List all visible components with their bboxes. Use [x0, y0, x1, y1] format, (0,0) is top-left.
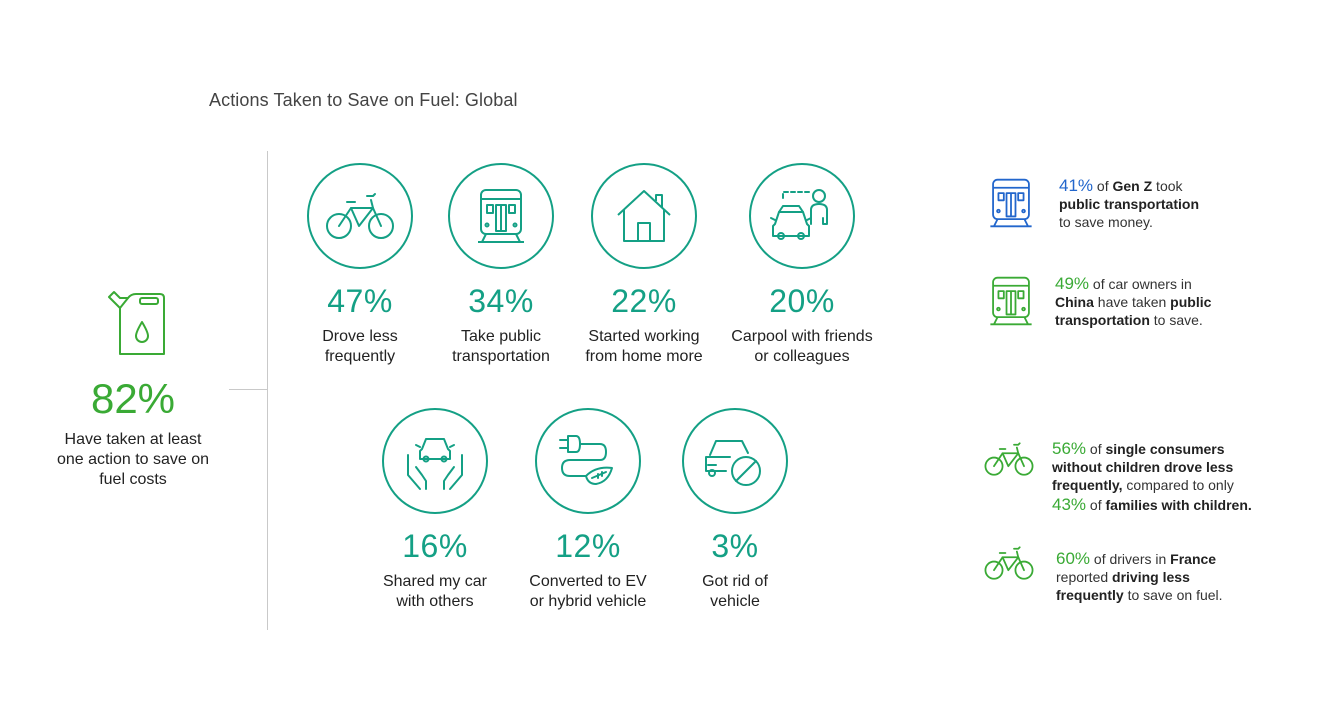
- house-icon: [617, 190, 671, 242]
- bicycle-icon: [984, 546, 1034, 580]
- stat-percent: 12%: [555, 528, 621, 564]
- stat-shared-car: 16% Shared my car with others: [350, 408, 520, 612]
- stat-icon-circle: [749, 163, 855, 269]
- train-icon: [990, 276, 1032, 326]
- fact-france: 60% of drivers in France reported drivin…: [984, 546, 1223, 604]
- stat-percent: 47%: [327, 283, 393, 319]
- stat-carpool: 20% Carpool with friends or colleagues: [717, 163, 887, 367]
- stat-ev-hybrid: 12% Converted to EV or hybrid vehicle: [503, 408, 673, 612]
- stat-icon-circle: [591, 163, 697, 269]
- fact-text: 56% of single consumers without children…: [1052, 439, 1252, 514]
- stat-label: Take public transportation: [452, 328, 550, 365]
- fact-text: 49% of car owners in China have taken pu…: [1055, 274, 1212, 329]
- stat-percent: 3%: [711, 528, 759, 564]
- stat-percent: 22%: [611, 283, 677, 319]
- stat-icon-circle: [535, 408, 641, 514]
- fact-text: 41% of Gen Z took public transportation …: [1059, 176, 1199, 231]
- stat-public-transport: 34% Take public transportation: [416, 163, 586, 367]
- headline-stat: 82% Have taken at least one action to sa…: [40, 288, 226, 490]
- no-car-icon: [705, 440, 761, 486]
- connector-line: [229, 389, 268, 390]
- stat-label: Converted to EV or hybrid vehicle: [529, 573, 647, 610]
- stat-percent: 20%: [769, 283, 835, 319]
- fact-single-consumers: 56% of single consumers without children…: [984, 440, 1252, 514]
- train-icon: [990, 178, 1032, 228]
- stat-label: Carpool with friends or colleagues: [731, 328, 873, 365]
- headline-label: Have taken at least one action to save o…: [56, 431, 210, 488]
- bicycle-icon: [326, 193, 394, 239]
- stat-work-from-home: 22% Started working from home more: [559, 163, 729, 367]
- shared-car-hands-icon: [407, 438, 463, 490]
- stat-percent: 34%: [468, 283, 534, 319]
- fact-gen-z: 41% of Gen Z took public transportation …: [985, 177, 1199, 231]
- stat-drove-less: 47% Drove less frequently: [275, 163, 445, 367]
- fact-china: 49% of car owners in China have taken pu…: [985, 275, 1211, 329]
- train-icon: [478, 189, 524, 243]
- stat-label: Drove less frequently: [322, 328, 398, 365]
- stat-label: Got rid of vehicle: [702, 573, 768, 610]
- fuel-can-icon: [108, 291, 165, 355]
- page-title: Actions Taken to Save on Fuel: Global: [209, 90, 518, 110]
- stat-icon-circle: [448, 163, 554, 269]
- vertical-divider: [267, 151, 268, 630]
- fact-text: 60% of drivers in France reported drivin…: [1056, 549, 1223, 604]
- stat-label: Started working from home more: [585, 328, 703, 365]
- ev-plug-leaf-icon: [559, 435, 613, 485]
- stat-got-rid-of-vehicle: 3% Got rid of vehicle: [650, 408, 820, 612]
- bicycle-icon: [984, 442, 1034, 476]
- stat-icon-circle: [307, 163, 413, 269]
- headline-percent: 82%: [90, 375, 176, 422]
- stat-percent: 16%: [402, 528, 468, 564]
- stat-icon-circle: [682, 408, 788, 514]
- stat-label: Shared my car with others: [382, 573, 488, 610]
- carpool-icon: [770, 189, 828, 240]
- stat-icon-circle: [382, 408, 488, 514]
